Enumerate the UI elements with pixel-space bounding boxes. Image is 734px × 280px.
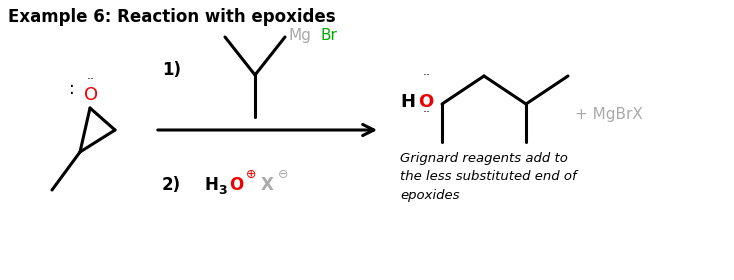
Text: X: X <box>261 176 274 194</box>
Text: 2): 2) <box>162 176 181 194</box>
Text: H: H <box>400 93 415 111</box>
Text: Example 6: Reaction with epoxides: Example 6: Reaction with epoxides <box>8 8 335 26</box>
Text: ··: ·· <box>423 69 431 82</box>
Text: 3: 3 <box>218 185 227 197</box>
Text: H: H <box>205 176 219 194</box>
Text: ··: ·· <box>87 73 95 86</box>
Text: $\oplus$: $\oplus$ <box>245 169 256 181</box>
Text: Br: Br <box>321 27 338 43</box>
Text: Mg: Mg <box>288 27 311 43</box>
Text: 1): 1) <box>162 61 181 79</box>
Text: :: : <box>69 80 75 98</box>
Text: ··: ·· <box>423 106 431 119</box>
Text: O: O <box>229 176 243 194</box>
Text: O: O <box>84 86 98 104</box>
Text: O: O <box>418 93 433 111</box>
Text: $\ominus$: $\ominus$ <box>277 169 288 181</box>
Text: + MgBrX: + MgBrX <box>575 108 643 123</box>
Text: Grignard reagents add to
the less substituted end of
epoxides: Grignard reagents add to the less substi… <box>400 152 577 202</box>
